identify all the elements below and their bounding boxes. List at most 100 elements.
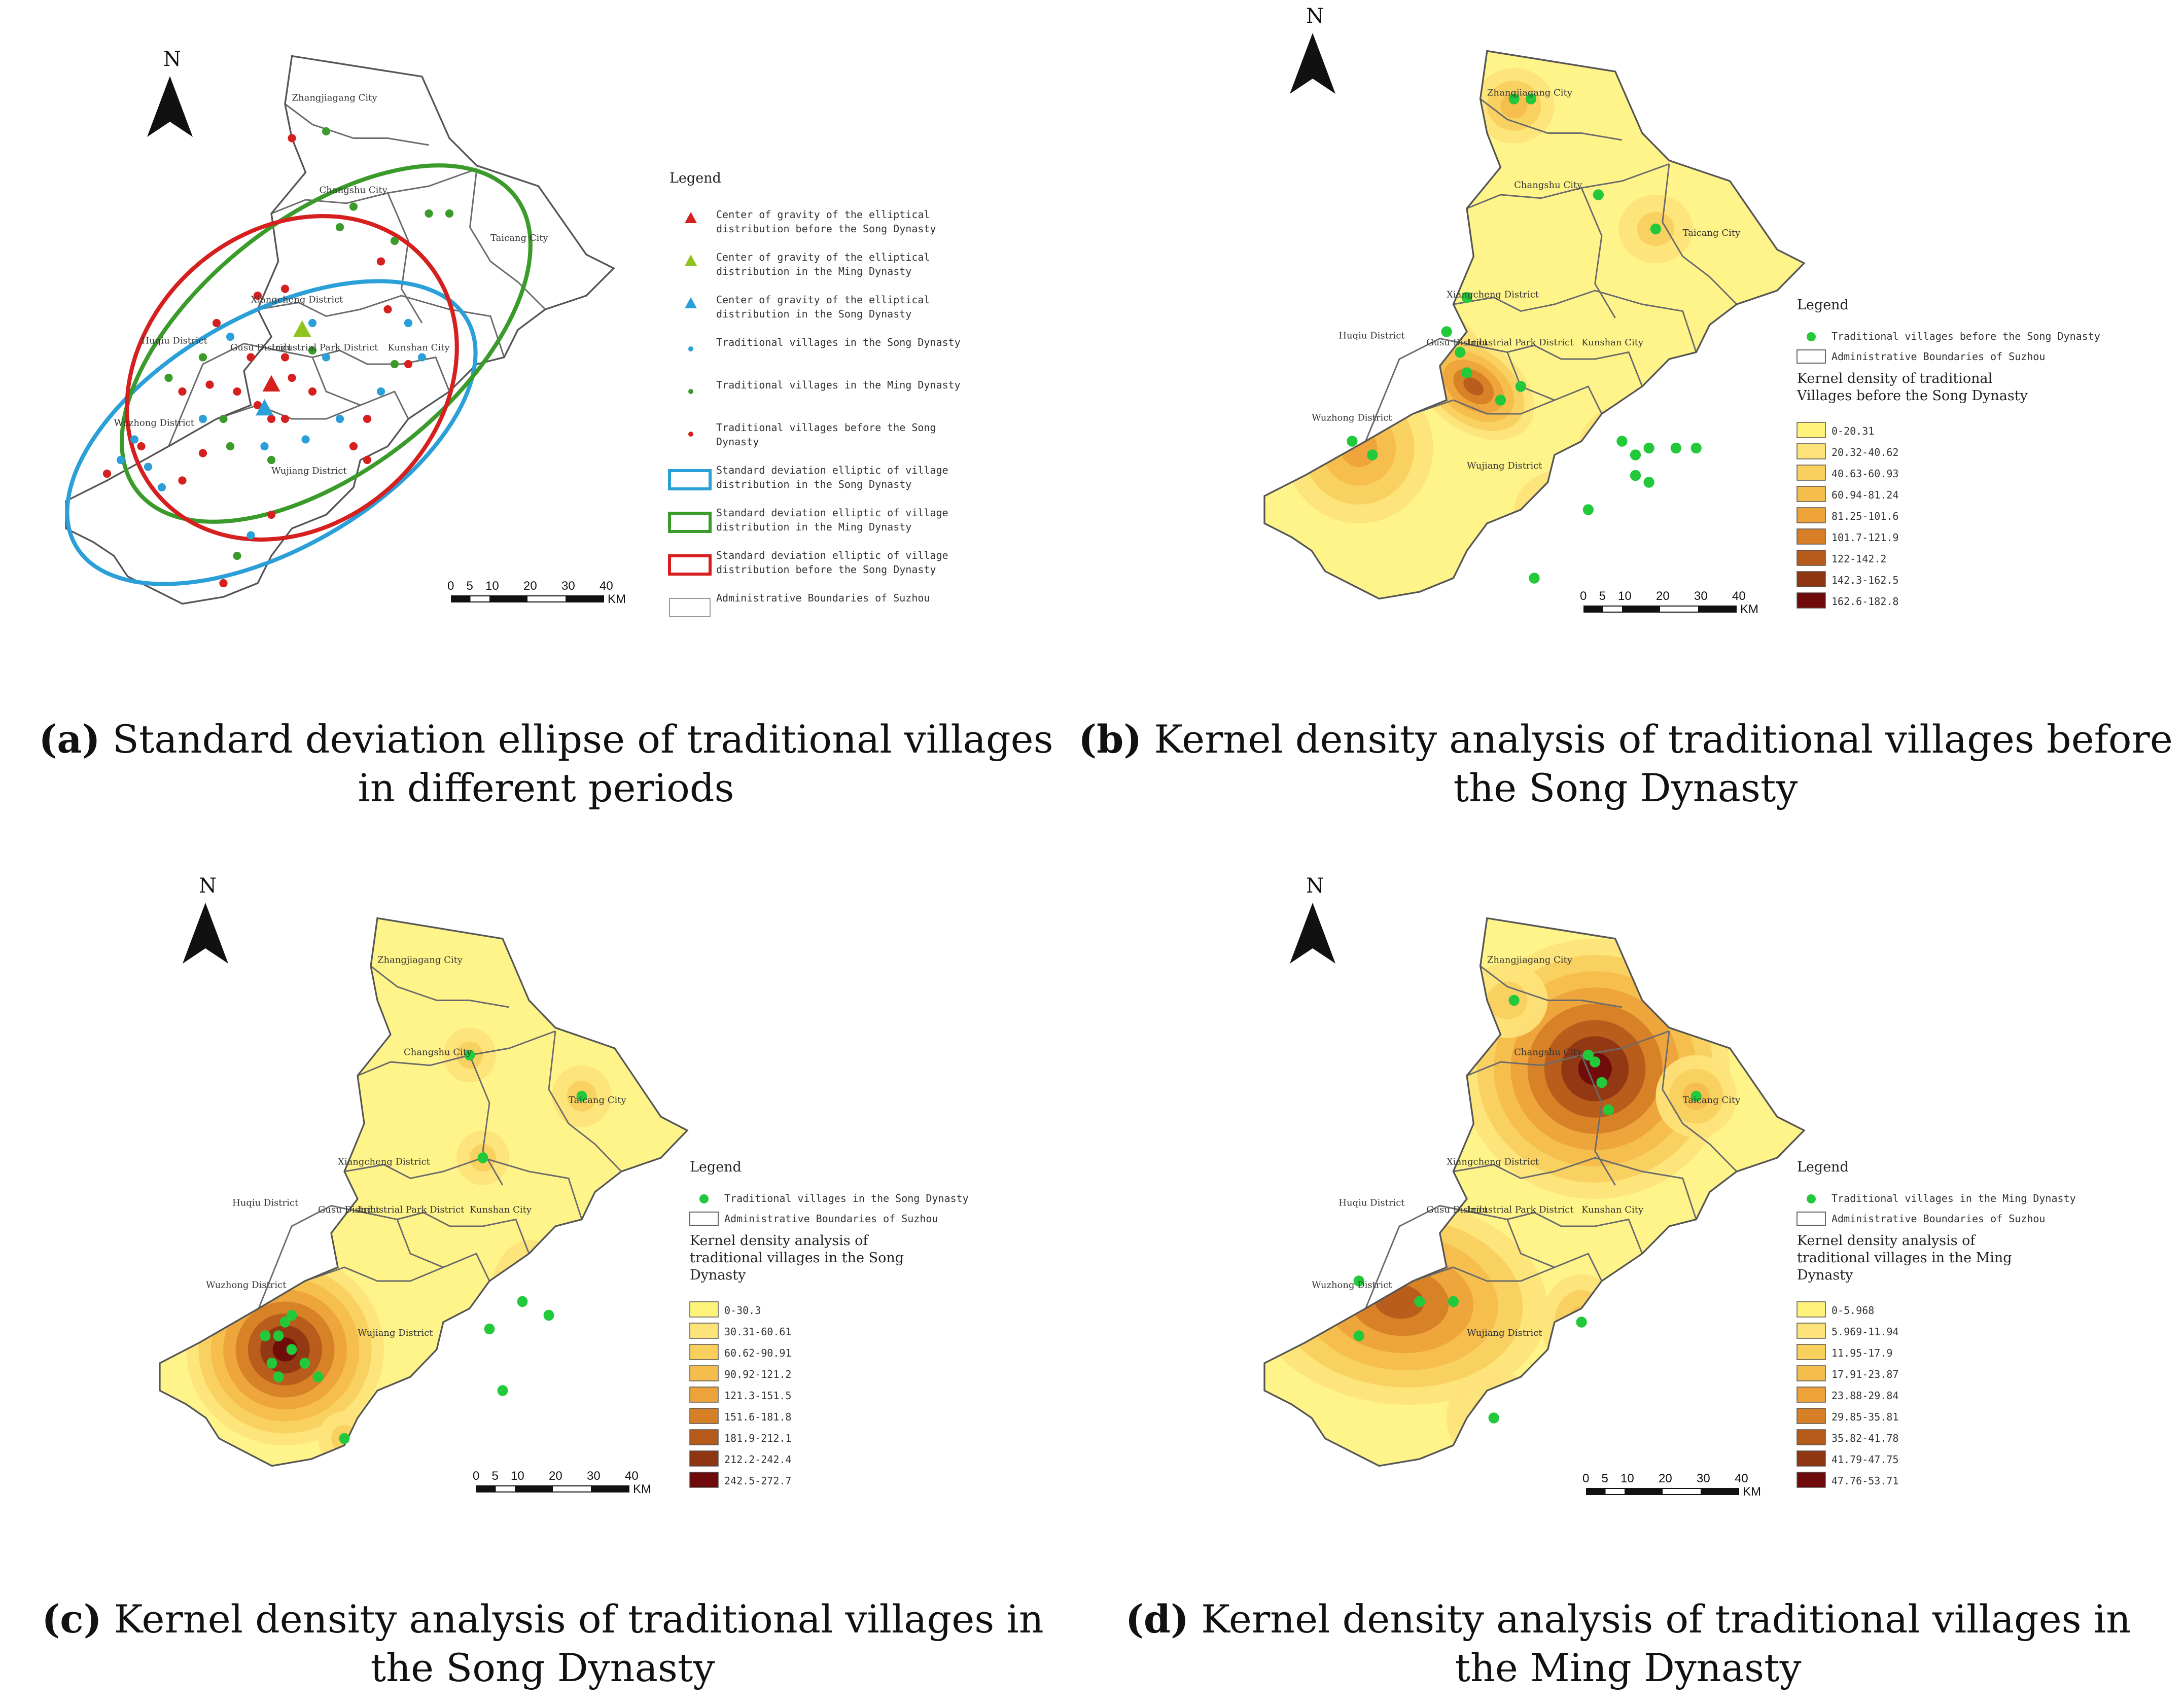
legend-class-label: 242.5-272.7 — [724, 1475, 791, 1487]
scale-tick-label: 20 — [523, 579, 537, 593]
legend-triangle-icon — [685, 255, 697, 266]
legend: Legend Traditional villages in the Ming D… — [1796, 1159, 2076, 1488]
legend-box-icon — [668, 512, 712, 533]
village-point — [273, 1330, 284, 1341]
scale-tick-label: 0 — [1582, 1472, 1589, 1485]
caption-d-letter: (d) — [1125, 1596, 1189, 1642]
village-point — [253, 401, 262, 410]
village-point — [376, 257, 385, 266]
village-point — [205, 380, 214, 389]
village-point — [1590, 1056, 1601, 1068]
caption-a: (a) Standard deviation ellipse of tradit… — [20, 715, 1072, 812]
north-arrow: N — [1290, 5, 1335, 94]
legend-class-label: 17.91-23.87 — [1831, 1368, 1898, 1380]
caption-a-letter: (a) — [39, 717, 100, 762]
village-point — [390, 360, 399, 369]
place-label-gusu: Gusu District — [230, 342, 292, 353]
panel-a-ellipse-map: Zhangjiagang City Changshu City Taicang Ci… — [0, 0, 1092, 710]
village-point — [363, 455, 372, 465]
place-label-huqiu: Huqiu District — [1338, 1198, 1405, 1209]
district-boundary — [168, 342, 340, 447]
village-point — [484, 1323, 495, 1335]
legend-class-swatch — [1796, 1344, 1826, 1360]
place-label-zhangjiagang: Zhangjiagang City — [292, 92, 378, 103]
village-point — [280, 414, 290, 423]
village-point — [1593, 189, 1604, 200]
legend-point-label: Traditional villages before the Song Dyn… — [1831, 330, 2100, 342]
district-boundary — [1413, 399, 1555, 415]
city-boundary — [65, 55, 615, 605]
place-label-wujiang: Wujiang District — [271, 466, 347, 476]
village-point — [1508, 93, 1520, 104]
district-boundary — [1365, 1204, 1535, 1309]
legend-title: Legend — [1797, 297, 1849, 313]
district-boundary — [469, 1054, 504, 1186]
village-point — [266, 1358, 277, 1369]
place-label-taicang: Taicang City — [1683, 1095, 1741, 1106]
legend-class-swatch — [1796, 571, 1826, 587]
legend-density-title: Kernel density of traditional — [1797, 371, 1992, 386]
district-boundary — [423, 1212, 530, 1254]
scale-tick-label: 40 — [600, 579, 613, 593]
legend-item-label: Traditional villages in the Song Dynasty — [716, 336, 961, 348]
legend-class-label: 47.76-53.71 — [1831, 1475, 1898, 1487]
legend-class-swatch — [689, 1365, 719, 1381]
legend-class-label: 0-30.3 — [724, 1304, 761, 1317]
district-boundary — [1662, 164, 1738, 305]
village-point — [1525, 93, 1536, 104]
district-boundary — [469, 169, 546, 310]
scale-unit: KM — [1743, 1485, 1761, 1499]
legend-item-label: distribution before the Song Dynasty — [716, 563, 936, 576]
village-point — [464, 1049, 475, 1061]
village-point — [1515, 381, 1527, 392]
district-boundary — [1580, 1054, 1616, 1186]
district-boundary — [257, 295, 505, 358]
district-boundary — [339, 349, 450, 392]
village-point — [335, 414, 344, 423]
ming-ellipse — [120, 163, 533, 524]
village-point — [1603, 1104, 1614, 1116]
legend-class-label: 162.6-182.8 — [1831, 595, 1898, 608]
panel-d-kernel-ming: Zhangjiagang City Changshu City Taicang Ci… — [1092, 857, 2184, 1577]
scale-tick-label: 10 — [1621, 1472, 1634, 1485]
district-boundary — [1453, 1157, 1697, 1220]
scale-tick-label: 30 — [1697, 1472, 1710, 1485]
village-point — [198, 414, 207, 423]
panel-c-svg: Zhangjiagang City Changshu City Taicang Ci… — [159, 874, 969, 1496]
north-label: N — [1306, 874, 1324, 898]
district-boundary — [216, 404, 361, 420]
district-boundary — [258, 1204, 424, 1309]
legend-class-label: 41.79-47.75 — [1831, 1453, 1898, 1466]
legend-class-label: 181.9-212.1 — [724, 1432, 791, 1444]
district-boundary — [285, 103, 429, 146]
legend-density-title: Villages before the Song Dynasty — [1796, 388, 2028, 404]
legend-class-label: 11.95-17.9 — [1831, 1347, 1892, 1359]
place-label-kunshan: Kunshan City — [388, 342, 450, 353]
place-label-gusu: Gusu District — [1426, 1204, 1488, 1215]
density-hotspot-6 — [1550, 496, 1586, 523]
legend-box-icon — [669, 598, 711, 617]
legend-village-point-icon — [1807, 1194, 1816, 1203]
legend-dot-icon — [688, 432, 693, 437]
place-label-huqiu: Huqiu District — [1338, 331, 1405, 341]
village-point — [144, 463, 153, 471]
village-point — [233, 551, 241, 560]
north-label: N — [199, 874, 217, 898]
density-hotspot-4 — [272, 1337, 298, 1362]
legend-boundary-swatch — [1796, 1212, 1826, 1226]
village-point — [383, 305, 392, 314]
legend-class-swatch — [1796, 1408, 1826, 1424]
panel-d-svg: Zhangjiagang City Changshu City Taicang Ci… — [1263, 874, 2076, 1499]
panel-b-kernel-before-song: Zhangjiagang City Changshu City Taicang Ci… — [1092, 0, 2184, 710]
place-label-changshu: Changshu City — [404, 1047, 472, 1058]
density-hotspot-6 — [443, 1336, 522, 1445]
panel-a-svg: Zhangjiagang City Changshu City Taicang Ci… — [65, 48, 961, 617]
panel-b-svg: Zhangjiagang City Changshu City Taicang Ci… — [1263, 5, 2100, 616]
city-boundary — [1263, 917, 1806, 1467]
caption-b: (b) Kernel density analysis of tradition… — [1075, 715, 2176, 812]
district-boundary — [344, 1157, 583, 1220]
village-point — [226, 332, 235, 341]
gravity-center-icon — [262, 375, 280, 392]
place-label-changshu: Changshu City — [1514, 1047, 1582, 1058]
